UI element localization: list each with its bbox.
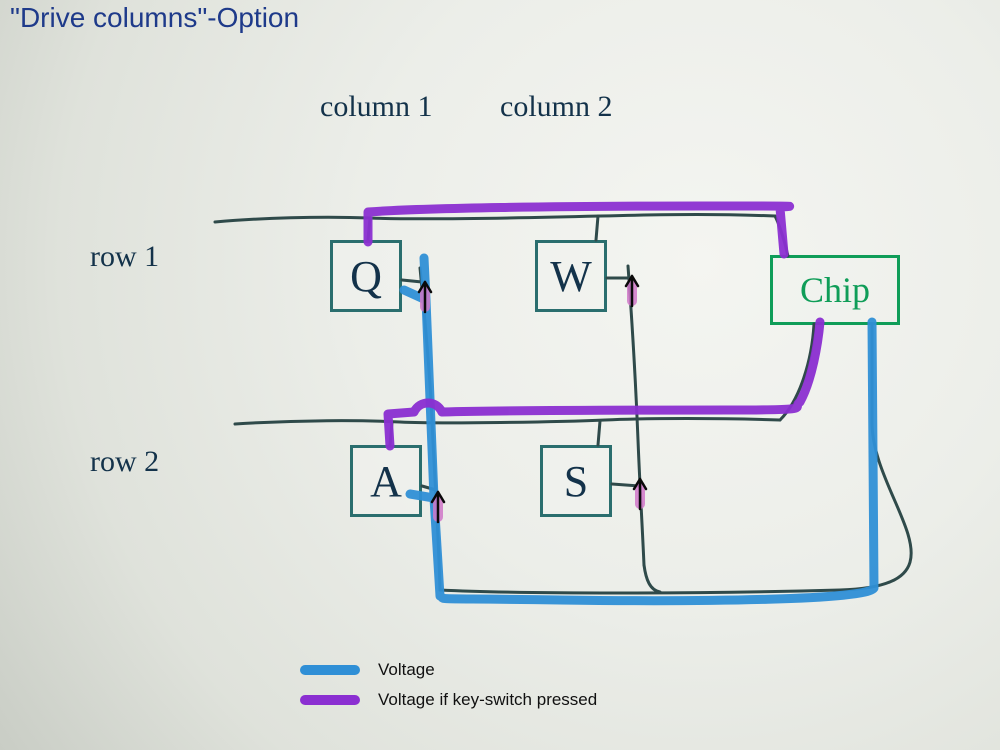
page-title: "Drive columns"-Option [10, 2, 299, 34]
label-column-1: column 1 [320, 90, 433, 124]
label-row-1: row 1 [90, 240, 159, 274]
legend-swatch-voltage [300, 665, 360, 675]
legend: Voltage Voltage if key-switch pressed [300, 660, 597, 720]
legend-row-voltage: Voltage [300, 660, 597, 680]
legend-label-voltage: Voltage [378, 660, 435, 680]
key-w-letter: W [550, 251, 592, 302]
legend-row-pressed: Voltage if key-switch pressed [300, 690, 597, 710]
legend-swatch-pressed [300, 695, 360, 705]
key-s: S [540, 445, 612, 517]
key-q-letter: Q [350, 251, 382, 302]
chip-label: Chip [800, 269, 870, 311]
label-row-2: row 2 [90, 445, 159, 479]
legend-label-pressed: Voltage if key-switch pressed [378, 690, 597, 710]
key-a-letter: A [370, 456, 402, 507]
key-s-letter: S [564, 456, 588, 507]
label-column-2: column 2 [500, 90, 613, 124]
key-a: A [350, 445, 422, 517]
key-w: W [535, 240, 607, 312]
diagram-root: "Drive columns"-Option column 1 column 2… [0, 0, 1000, 750]
chip: Chip [770, 255, 900, 325]
key-q: Q [330, 240, 402, 312]
